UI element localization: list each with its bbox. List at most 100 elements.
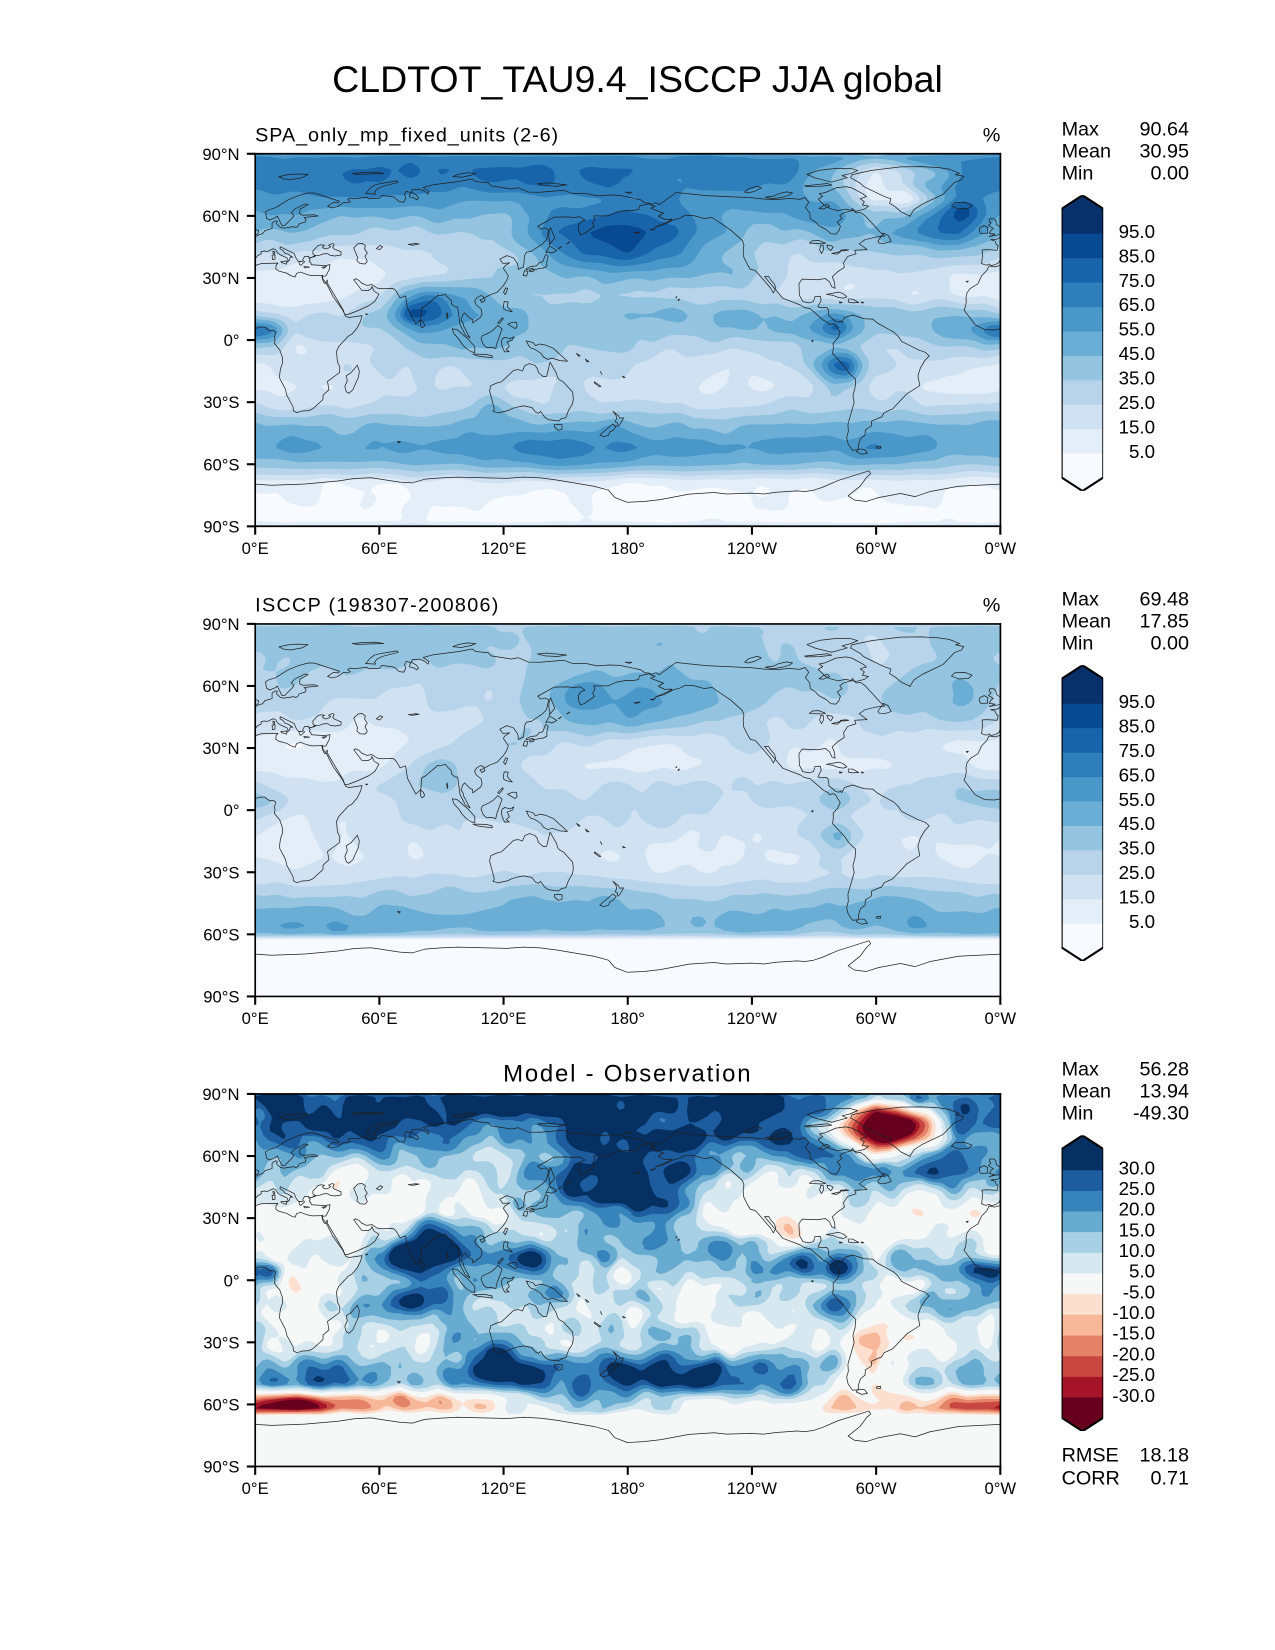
svg-text:30.0: 30.0 xyxy=(1119,1157,1156,1178)
svg-text:56.28: 56.28 xyxy=(1140,1059,1190,1081)
svg-text:0°: 0° xyxy=(224,801,240,820)
svg-text:-5.0: -5.0 xyxy=(1123,1281,1155,1302)
svg-text:13.94: 13.94 xyxy=(1140,1081,1190,1103)
svg-text:180°: 180° xyxy=(611,1009,645,1028)
svg-text:60°E: 60°E xyxy=(361,539,397,558)
svg-text:Max: Max xyxy=(1062,1059,1099,1081)
svg-text:0°W: 0°W xyxy=(984,1009,1016,1028)
svg-text:0.00: 0.00 xyxy=(1151,633,1190,655)
svg-text:Model - Observation: Model - Observation xyxy=(503,1060,752,1087)
svg-text:5.0: 5.0 xyxy=(1129,1261,1155,1282)
svg-text:10.0: 10.0 xyxy=(1119,1240,1156,1261)
svg-text:120°W: 120°W xyxy=(727,1009,777,1028)
svg-text:0.00: 0.00 xyxy=(1151,162,1190,184)
svg-text:15.0: 15.0 xyxy=(1119,886,1156,907)
svg-text:75.0: 75.0 xyxy=(1119,740,1156,761)
svg-text:17.85: 17.85 xyxy=(1140,611,1190,633)
svg-text:-10.0: -10.0 xyxy=(1112,1302,1155,1323)
svg-text:90°S: 90°S xyxy=(203,517,239,536)
svg-text:60°N: 60°N xyxy=(202,1147,239,1166)
svg-text:75.0: 75.0 xyxy=(1119,270,1156,291)
svg-text:65.0: 65.0 xyxy=(1119,294,1156,315)
svg-text:35.0: 35.0 xyxy=(1119,838,1156,859)
svg-text:15.0: 15.0 xyxy=(1119,416,1156,437)
svg-text:-25.0: -25.0 xyxy=(1112,1364,1155,1385)
svg-text:120°W: 120°W xyxy=(727,1479,777,1498)
svg-text:180°: 180° xyxy=(611,539,645,558)
svg-text:60°S: 60°S xyxy=(203,1395,239,1414)
svg-text:Mean: Mean xyxy=(1062,611,1111,633)
svg-text:85.0: 85.0 xyxy=(1119,245,1156,266)
svg-text:5.0: 5.0 xyxy=(1129,441,1155,462)
svg-text:60°W: 60°W xyxy=(856,1479,897,1498)
svg-text:ISCCP (198307-200806): ISCCP (198307-200806) xyxy=(255,594,500,616)
svg-text:45.0: 45.0 xyxy=(1119,813,1156,834)
svg-text:60°W: 60°W xyxy=(856,1009,897,1028)
svg-text:0°E: 0°E xyxy=(242,539,269,558)
svg-text:90°N: 90°N xyxy=(202,615,239,634)
svg-text:30°N: 30°N xyxy=(202,739,239,758)
svg-text:30.95: 30.95 xyxy=(1140,140,1190,162)
svg-text:Min: Min xyxy=(1062,1103,1094,1125)
svg-text:60°N: 60°N xyxy=(202,207,239,226)
svg-text:0°E: 0°E xyxy=(242,1009,269,1028)
svg-text:0°: 0° xyxy=(224,331,240,350)
svg-text:60°N: 60°N xyxy=(202,677,239,696)
svg-text:90°S: 90°S xyxy=(203,1458,239,1477)
svg-text:65.0: 65.0 xyxy=(1119,764,1156,785)
svg-text:69.48: 69.48 xyxy=(1140,589,1190,611)
svg-text:95.0: 95.0 xyxy=(1119,221,1156,242)
svg-text:0°W: 0°W xyxy=(984,539,1016,558)
svg-text:90.64: 90.64 xyxy=(1140,118,1190,140)
svg-text:-20.0: -20.0 xyxy=(1112,1343,1155,1364)
svg-text:Max: Max xyxy=(1062,589,1099,611)
svg-text:RMSE: RMSE xyxy=(1062,1445,1119,1467)
svg-text:60°W: 60°W xyxy=(856,539,897,558)
svg-text:%: % xyxy=(983,594,1001,616)
svg-text:-15.0: -15.0 xyxy=(1112,1323,1155,1344)
svg-text:120°E: 120°E xyxy=(481,1009,527,1028)
svg-text:Min: Min xyxy=(1062,162,1094,184)
svg-text:25.0: 25.0 xyxy=(1119,392,1156,413)
svg-text:120°W: 120°W xyxy=(727,539,777,558)
svg-text:25.0: 25.0 xyxy=(1119,1178,1156,1199)
svg-text:60°S: 60°S xyxy=(203,455,239,474)
svg-text:30°S: 30°S xyxy=(203,393,239,412)
svg-text:0°W: 0°W xyxy=(984,1479,1016,1498)
svg-text:45.0: 45.0 xyxy=(1119,343,1156,364)
svg-text:120°E: 120°E xyxy=(481,1479,527,1498)
svg-text:CLDTOT_TAU9.4_ISCCP JJA global: CLDTOT_TAU9.4_ISCCP JJA global xyxy=(332,58,943,100)
svg-text:18.18: 18.18 xyxy=(1140,1445,1190,1467)
svg-text:0°: 0° xyxy=(224,1271,240,1290)
svg-text:30°S: 30°S xyxy=(203,863,239,882)
svg-text:SPA_only_mp_fixed_units (2-6): SPA_only_mp_fixed_units (2-6) xyxy=(255,124,559,146)
svg-text:90°N: 90°N xyxy=(202,145,239,164)
svg-text:60°E: 60°E xyxy=(361,1009,397,1028)
svg-text:20.0: 20.0 xyxy=(1119,1199,1156,1220)
svg-text:30°S: 30°S xyxy=(203,1333,239,1352)
svg-text:90°S: 90°S xyxy=(203,987,239,1006)
svg-text:%: % xyxy=(983,124,1001,146)
svg-text:-30.0: -30.0 xyxy=(1112,1385,1155,1406)
svg-text:Min: Min xyxy=(1062,633,1094,655)
svg-text:95.0: 95.0 xyxy=(1119,691,1156,712)
svg-text:25.0: 25.0 xyxy=(1119,862,1156,883)
svg-text:Mean: Mean xyxy=(1062,140,1111,162)
svg-text:55.0: 55.0 xyxy=(1119,319,1156,340)
svg-text:CORR: CORR xyxy=(1062,1467,1120,1489)
svg-text:85.0: 85.0 xyxy=(1119,715,1156,736)
svg-text:0°E: 0°E xyxy=(242,1479,269,1498)
svg-text:0.71: 0.71 xyxy=(1151,1467,1190,1489)
svg-text:Max: Max xyxy=(1062,118,1099,140)
svg-text:30°N: 30°N xyxy=(202,269,239,288)
svg-text:5.0: 5.0 xyxy=(1129,911,1155,932)
svg-text:180°: 180° xyxy=(611,1479,645,1498)
svg-text:60°E: 60°E xyxy=(361,1479,397,1498)
svg-text:Mean: Mean xyxy=(1062,1081,1111,1103)
svg-text:35.0: 35.0 xyxy=(1119,368,1156,389)
svg-text:-49.30: -49.30 xyxy=(1133,1103,1189,1125)
svg-text:30°N: 30°N xyxy=(202,1209,239,1228)
svg-text:55.0: 55.0 xyxy=(1119,789,1156,810)
svg-text:120°E: 120°E xyxy=(481,539,527,558)
svg-text:60°S: 60°S xyxy=(203,925,239,944)
